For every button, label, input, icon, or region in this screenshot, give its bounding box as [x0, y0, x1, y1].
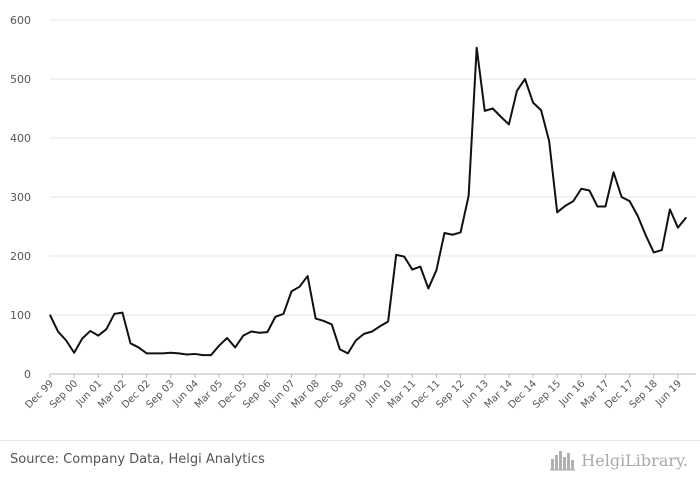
data-point [218, 345, 220, 347]
data-point [427, 287, 429, 290]
data-point [282, 313, 285, 315]
data-point [89, 330, 91, 332]
data-point [580, 188, 582, 190]
data-point [564, 205, 566, 207]
data-point [137, 346, 140, 349]
data-point [677, 227, 679, 229]
data-point [363, 333, 365, 335]
data-point [323, 320, 325, 322]
data-point [403, 255, 405, 258]
data-point [162, 352, 164, 354]
data-point [178, 352, 180, 354]
data-point [629, 200, 631, 202]
data-point [97, 335, 99, 337]
data-point [451, 234, 454, 236]
skyline-icon [550, 451, 576, 471]
data-point [210, 354, 212, 356]
data-point [339, 348, 341, 350]
data-point [194, 353, 196, 355]
data-point [443, 232, 446, 234]
data-point [379, 325, 381, 327]
data-point [49, 314, 51, 316]
grid-lines [50, 19, 696, 375]
data-point [202, 354, 204, 356]
data-point [484, 110, 486, 112]
data-point [65, 339, 67, 341]
data-point [556, 211, 558, 213]
data-point [73, 352, 75, 354]
data-point [121, 312, 124, 314]
data-point [669, 208, 671, 210]
data-point [637, 215, 639, 217]
data-point [154, 352, 156, 354]
y-tick-label: 500 [10, 73, 31, 86]
series-line [49, 46, 687, 357]
data-point [524, 78, 526, 80]
data-point [653, 251, 655, 254]
data-point [57, 330, 59, 333]
y-tick-label: 0 [24, 368, 31, 381]
data-point [459, 231, 462, 233]
data-point [347, 352, 349, 354]
data-point [612, 171, 615, 173]
data-point [355, 339, 357, 341]
y-tick-label: 400 [10, 132, 31, 145]
data-point [500, 116, 502, 118]
y-axis-ticks: 0 100 200 300 400 500 600 [10, 14, 31, 381]
data-point [298, 286, 301, 288]
data-point [242, 335, 244, 337]
x-tick-label: Jun 19 [653, 378, 684, 409]
data-point [258, 332, 260, 334]
data-point [387, 320, 389, 323]
data-point [604, 205, 607, 208]
data-point [250, 330, 252, 333]
data-point [476, 47, 478, 49]
data-point [226, 337, 228, 339]
data-point [620, 196, 623, 198]
data-point [234, 346, 236, 349]
data-point [371, 330, 373, 333]
brand-name: HelgiLibrary. [581, 450, 688, 470]
source-note: Source: Company Data, Helgi Analytics [10, 452, 265, 467]
data-point [146, 352, 148, 354]
data-point [419, 266, 421, 268]
data-point [596, 205, 599, 208]
data-point [572, 200, 574, 202]
data-point [468, 195, 470, 197]
data-point [508, 123, 510, 126]
data-point [548, 140, 550, 142]
data-point [113, 313, 116, 315]
brand: HelgiLibrary. [550, 449, 688, 471]
data-point [170, 352, 172, 354]
data-point [532, 102, 534, 104]
data-point [274, 316, 277, 318]
data-point [315, 317, 317, 320]
data-point [81, 338, 83, 340]
chart-footer: Source: Company Data, Helgi Analytics He… [0, 440, 700, 484]
data-point [540, 109, 542, 111]
data-point [129, 342, 132, 344]
data-point [266, 331, 268, 333]
data-point [331, 323, 333, 326]
data-point [645, 234, 647, 236]
data-point [588, 189, 590, 192]
data-point [105, 328, 107, 330]
series-layer [49, 46, 687, 357]
data-point [290, 290, 293, 292]
data-point [186, 353, 188, 356]
data-point [661, 249, 663, 251]
data-point [492, 107, 494, 110]
y-tick-label: 600 [10, 14, 31, 27]
data-point [435, 269, 438, 271]
data-point [685, 217, 687, 219]
y-tick-label: 300 [10, 191, 31, 204]
data-point [307, 275, 309, 277]
data-point [411, 268, 413, 271]
data-point [395, 254, 397, 256]
data-point [516, 90, 518, 92]
y-tick-label: 100 [10, 309, 31, 322]
y-tick-label: 200 [10, 250, 31, 263]
